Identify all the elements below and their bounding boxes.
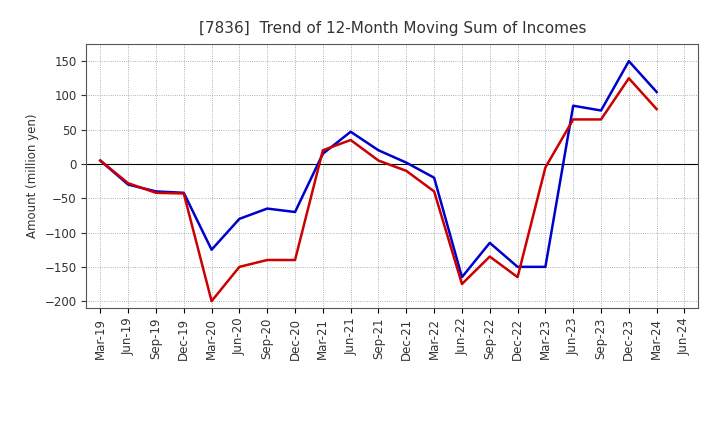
Ordinary Income <box>402 160 410 165</box>
Net Income <box>152 190 161 195</box>
Net Income <box>291 257 300 263</box>
Ordinary Income <box>179 190 188 195</box>
Ordinary Income <box>513 264 522 269</box>
Ordinary Income <box>569 103 577 108</box>
Net Income <box>402 168 410 173</box>
Ordinary Income <box>346 129 355 134</box>
Line: Ordinary Income: Ordinary Income <box>100 61 657 277</box>
Net Income <box>430 189 438 194</box>
Ordinary Income <box>291 209 300 215</box>
Ordinary Income <box>318 151 327 156</box>
Net Income <box>597 117 606 122</box>
Net Income <box>513 275 522 280</box>
Net Income <box>207 298 216 304</box>
Net Income <box>652 106 661 112</box>
Net Income <box>485 254 494 259</box>
Net Income <box>179 191 188 196</box>
Ordinary Income <box>374 148 383 153</box>
Net Income <box>124 180 132 186</box>
Ordinary Income <box>485 240 494 246</box>
Ordinary Income <box>541 264 550 269</box>
Net Income <box>624 76 633 81</box>
Ordinary Income <box>96 158 104 163</box>
Net Income <box>458 281 467 286</box>
Ordinary Income <box>597 108 606 113</box>
Net Income <box>96 158 104 163</box>
Net Income <box>374 158 383 163</box>
Net Income <box>263 257 271 263</box>
Net Income <box>235 264 243 269</box>
Ordinary Income <box>124 182 132 187</box>
Y-axis label: Amount (million yen): Amount (million yen) <box>26 114 39 238</box>
Net Income <box>541 165 550 170</box>
Ordinary Income <box>207 247 216 253</box>
Title: [7836]  Trend of 12-Month Moving Sum of Incomes: [7836] Trend of 12-Month Moving Sum of I… <box>199 21 586 36</box>
Ordinary Income <box>152 189 161 194</box>
Net Income <box>569 117 577 122</box>
Ordinary Income <box>263 206 271 211</box>
Ordinary Income <box>430 175 438 180</box>
Line: Net Income: Net Income <box>100 78 657 301</box>
Ordinary Income <box>624 59 633 64</box>
Ordinary Income <box>235 216 243 221</box>
Net Income <box>346 137 355 143</box>
Ordinary Income <box>458 275 467 280</box>
Net Income <box>318 148 327 153</box>
Ordinary Income <box>652 89 661 95</box>
